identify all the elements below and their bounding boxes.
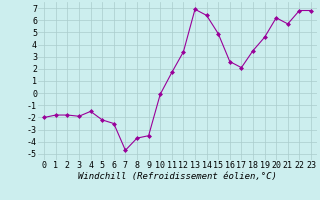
X-axis label: Windchill (Refroidissement éolien,°C): Windchill (Refroidissement éolien,°C) — [78, 172, 277, 181]
